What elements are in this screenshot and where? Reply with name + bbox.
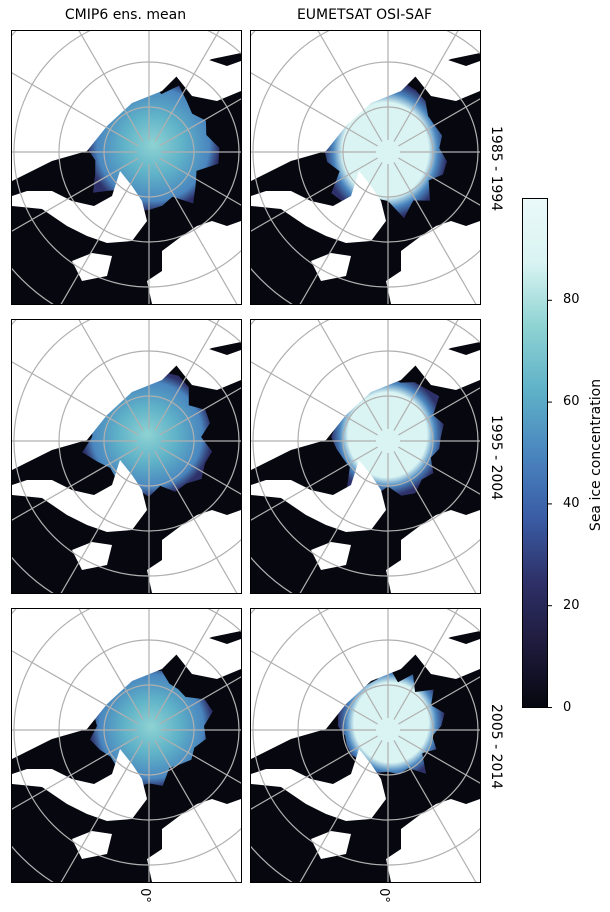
land-mass (311, 831, 351, 859)
longitude-gridline (154, 162, 238, 304)
map-panel-model-2 (11, 319, 242, 594)
column-title-model: CMIP6 ens. mean (64, 7, 187, 23)
longitude-gridline (251, 72, 378, 147)
longitude-gridline (12, 735, 139, 810)
longitude-gridline (159, 446, 241, 495)
colorbar-tick-label: 40 (563, 495, 580, 511)
longitude-gridline (317, 31, 383, 142)
map-panel-observation-1 (250, 30, 481, 305)
land-mass (386, 221, 480, 304)
longitude-gridline (12, 446, 139, 521)
longitude-gridline (393, 31, 459, 142)
land-mass (72, 542, 112, 570)
longitude-gridline (393, 320, 459, 431)
map-panel-observation-3 (250, 608, 481, 883)
longitude-gridline (299, 162, 383, 304)
land-mass (251, 749, 386, 821)
land-mass (12, 171, 147, 243)
colorbar-gradient (522, 198, 552, 708)
row-label-2: 1995 - 2004 (488, 415, 504, 501)
map-panel-model-1 (11, 30, 242, 305)
land-mass (172, 345, 241, 390)
longitude-gridline (78, 31, 144, 142)
map-panel-observation-2 (250, 319, 481, 594)
longitude-gridline (154, 320, 220, 431)
land-mass (147, 799, 241, 882)
land-mass (386, 799, 480, 882)
longitude-gridline (12, 157, 139, 232)
colorbar-tick-label: 20 (563, 597, 580, 613)
land-mass (172, 634, 241, 679)
longitude-gridline (78, 320, 144, 431)
land-mass (12, 460, 147, 532)
land-mass (411, 56, 480, 101)
land-mass (172, 56, 241, 101)
longitude-gridline (60, 451, 144, 593)
colorbar-label: Sea ice concentration (588, 378, 605, 532)
longitude-gridline (154, 609, 220, 720)
colorbar-tick-label: 60 (563, 394, 580, 410)
longitude-gridline (60, 740, 144, 882)
row-label-1: 1985 - 1994 (488, 126, 504, 212)
longitude-gridline (398, 735, 480, 784)
land-mass (311, 253, 351, 281)
longitude-gridline (159, 676, 241, 725)
longitude-gridline (159, 735, 241, 784)
longitude-gridline (251, 361, 378, 436)
longitude-gridline (159, 387, 241, 436)
longitude-gridline (398, 98, 480, 147)
longitude-gridline (159, 98, 241, 147)
land-mass (251, 171, 386, 243)
land-mass (72, 253, 112, 281)
longitude-gridline (12, 650, 139, 725)
longitude-gridline (393, 609, 459, 720)
longitude-gridline (159, 157, 241, 206)
longitude-gridline (251, 157, 378, 232)
longitude-gridline (299, 740, 383, 882)
longitude-gridline (317, 320, 383, 431)
longitude-gridline (12, 72, 139, 147)
longitude-gridline (154, 31, 220, 142)
land-mass (411, 345, 480, 390)
longitude-gridline (251, 735, 378, 810)
sea-ice-extent (337, 665, 445, 780)
longitude-gridline (393, 451, 477, 593)
land-mass (72, 831, 112, 859)
colorbar-tick-label: 0 (563, 699, 572, 715)
longitude-gridline (154, 740, 238, 882)
longitude-gridline (78, 609, 144, 720)
longitude-gridline (398, 676, 480, 725)
map-panel-model-3 (11, 608, 242, 883)
longitude-gridline (251, 446, 378, 521)
longitude-gridline (12, 361, 139, 436)
column-title-observation: EUMETSAT OSI-SAF (296, 7, 433, 23)
land-mass (147, 510, 241, 593)
longitude-gridline (299, 451, 383, 593)
longitude-gridline (398, 446, 480, 495)
longitude-gridline (154, 451, 238, 593)
colorbar (522, 198, 552, 712)
longitude-gridline (251, 650, 378, 725)
longitude-gridline (393, 162, 477, 304)
row-label-3: 2005 - 2014 (488, 704, 504, 790)
longitude-gridline (393, 740, 477, 882)
land-mass (386, 510, 480, 593)
land-mass (147, 221, 241, 304)
land-mass (251, 460, 386, 532)
land-mass (311, 542, 351, 570)
land-mass (411, 634, 480, 679)
longitude-gridline (60, 162, 144, 304)
longitude-gridline (398, 157, 480, 206)
longitude-label-right: 0° (375, 888, 391, 903)
longitude-gridline (398, 387, 480, 436)
land-mass (12, 749, 147, 821)
colorbar-tick-label: 80 (563, 292, 580, 308)
longitude-gridline (317, 609, 383, 720)
longitude-label-left: 0° (136, 888, 152, 903)
